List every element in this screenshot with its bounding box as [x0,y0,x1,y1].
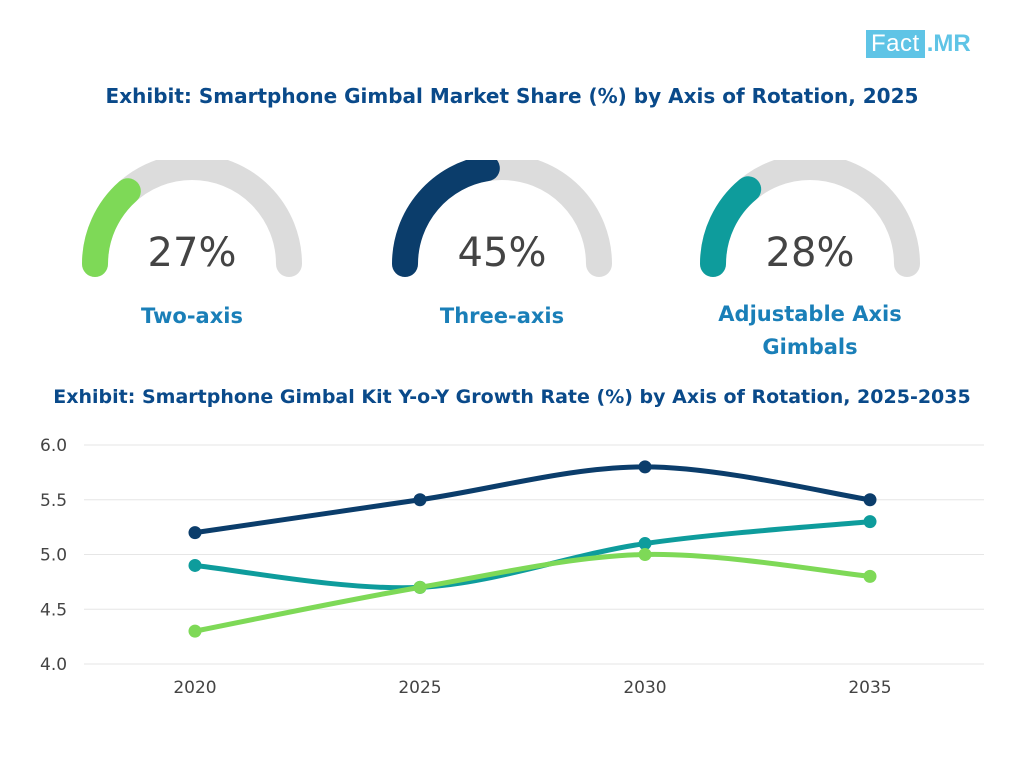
data-point [863,493,877,507]
gauge-label-two-axis: Two-axis [141,304,243,328]
y-tick-label: 4.0 [40,655,67,675]
gauge-value-text: 45% [457,230,547,276]
y-tick-label: 6.0 [40,436,67,456]
logo-part-fact: Fact [866,30,925,58]
data-point [413,493,427,507]
x-tick-label: 2035 [848,678,891,698]
growth-rate-title: Exhibit: Smartphone Gimbal Kit Y-o-Y Gro… [53,386,971,408]
x-tick-label: 2030 [623,678,666,698]
gauge-three-axis: 45% [372,160,632,280]
series-line-0 [192,464,873,536]
fact-mr-logo: Fact .MR [866,30,971,58]
data-point [638,460,652,474]
market-share-title: Exhibit: Smartphone Gimbal Market Share … [105,84,919,108]
gauge-two-axis: 27% [62,160,322,280]
data-point [863,515,877,529]
y-tick-label: 5.0 [40,546,67,566]
data-point [863,569,877,583]
gauge-value-arc [82,178,141,277]
data-point [188,624,202,638]
gauge-adjustable-axis: 28% [680,160,940,280]
gauge-value-text: 28% [765,230,855,276]
data-point [638,548,652,561]
gauge-label-adjustable-axis: Adjustable Axis Gimbals [718,302,902,359]
gauge-value-arc [700,176,762,277]
gauge-value-text: 27% [147,230,237,276]
data-point [188,558,202,572]
data-point [188,526,202,540]
x-tick-label: 2020 [173,678,216,698]
series-line-2 [192,551,873,634]
data-point [638,537,652,551]
x-tick-label: 2025 [398,678,441,698]
gauge-label-three-axis: Three-axis [439,304,565,328]
y-tick-label: 5.5 [40,491,67,511]
data-point [413,580,427,594]
gauge-value-arc [392,160,500,277]
growth-line-chart: 4.0 4.5 5.0 5.5 6.0 2020 2025 2030 2035 [40,436,984,698]
logo-part-mr: .MR [926,30,971,57]
y-tick-label: 4.5 [40,600,67,620]
